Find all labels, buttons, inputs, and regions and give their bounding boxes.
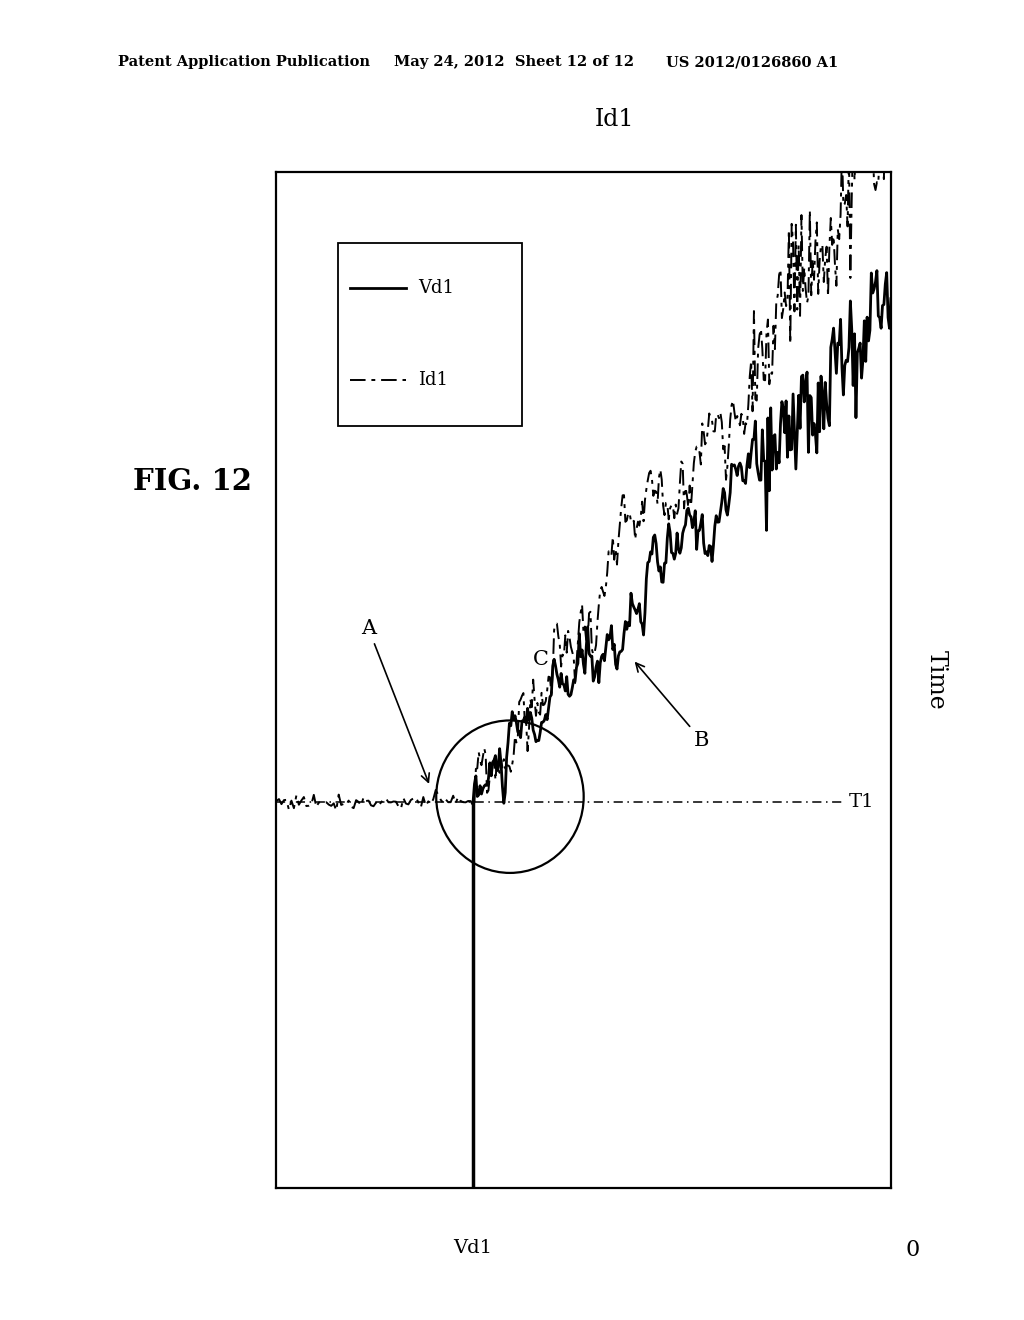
Text: A: A: [361, 619, 429, 783]
Text: C: C: [532, 649, 549, 669]
Bar: [338, 243, 522, 425]
Text: Patent Application Publication: Patent Application Publication: [118, 55, 370, 70]
Text: FIG. 12: FIG. 12: [133, 467, 252, 496]
Text: Time: Time: [925, 649, 947, 710]
Text: B: B: [636, 663, 710, 750]
Text: Vd1: Vd1: [418, 280, 454, 297]
Text: US 2012/0126860 A1: US 2012/0126860 A1: [666, 55, 838, 70]
Text: 0: 0: [905, 1238, 920, 1261]
Text: Vd1: Vd1: [454, 1238, 493, 1257]
Text: Id1: Id1: [595, 108, 634, 131]
Text: T1: T1: [849, 793, 874, 810]
Text: May 24, 2012  Sheet 12 of 12: May 24, 2012 Sheet 12 of 12: [394, 55, 634, 70]
Text: Id1: Id1: [418, 371, 447, 389]
